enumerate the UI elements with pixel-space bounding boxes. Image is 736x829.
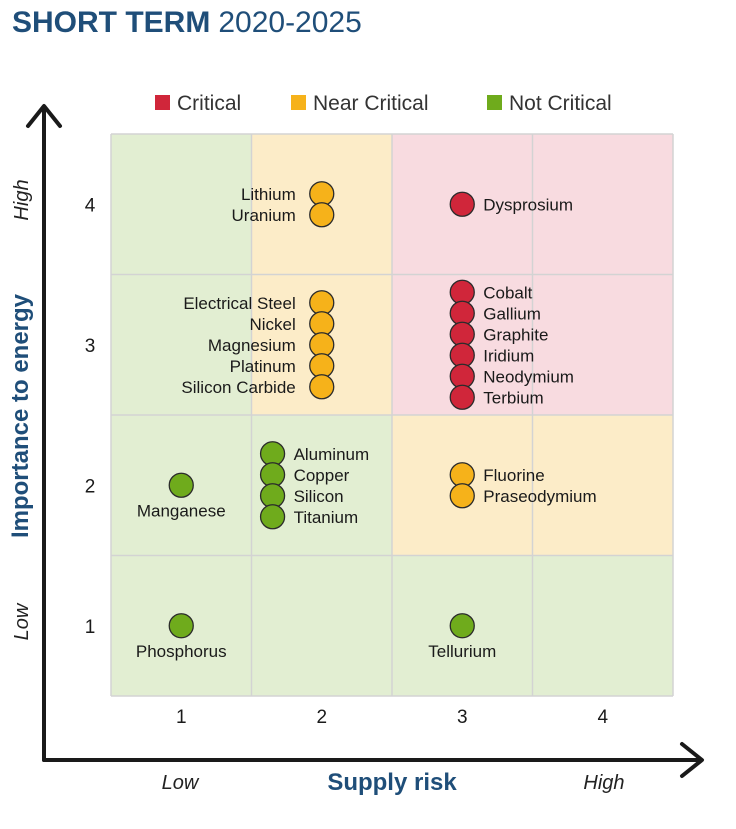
title-main: SHORT TERM [12, 6, 211, 39]
material-label: Platinum [230, 357, 296, 376]
y-axis-title: Importance to energy [7, 293, 34, 538]
material-label: Silicon [294, 487, 344, 506]
material-label: Electrical Steel [183, 294, 295, 313]
y-axis-low-label: Low [11, 602, 33, 640]
material-point [168, 613, 194, 639]
y-axis-arrow [26, 104, 62, 762]
material-label: Nickel [249, 315, 295, 334]
material-label: Praseodymium [483, 487, 596, 506]
legend-label: Not Critical [509, 92, 612, 115]
zone-cell [111, 134, 252, 275]
chart-title: SHORT TERM 2020-2025 [12, 5, 362, 41]
legend-label: Critical [177, 92, 241, 115]
y-axis-high-label: High [11, 179, 33, 220]
material-label: Phosphorus [136, 642, 227, 661]
material-label: Silicon Carbide [181, 378, 295, 397]
x-axis-arrow [42, 742, 704, 778]
data-points [168, 181, 475, 639]
tick-labels: 1 2 3 4 1 2 3 4 [85, 195, 609, 728]
title-period: 2020-2025 [218, 6, 362, 39]
material-label: Lithium [241, 185, 296, 204]
material-label: Terbium [483, 388, 543, 407]
y-tick-label: 1 [85, 617, 96, 638]
material-point [309, 202, 335, 228]
zone-cell [532, 274, 673, 415]
material-point [449, 613, 475, 639]
x-tick-label: 2 [316, 707, 327, 728]
point-labels: Lithium Uranium Dysprosium Electrical Steel… [136, 185, 597, 661]
material-label: Copper [294, 466, 350, 485]
material-label: Fluorine [483, 466, 544, 485]
legend: Critical Near Critical Not Critical [155, 92, 612, 115]
axes [26, 104, 704, 778]
material-label: Gallium [483, 304, 541, 323]
material-label: Tellurium [428, 642, 496, 661]
material-label: Titanium [294, 508, 359, 527]
material-label: Aluminum [294, 445, 370, 464]
zone-cell [532, 134, 673, 275]
x-tick-label: 3 [457, 707, 468, 728]
x-axis-title: Supply risk [327, 769, 457, 796]
x-tick-label: 1 [176, 707, 187, 728]
material-label: Dysprosium [483, 195, 573, 214]
material-point [168, 472, 194, 498]
material-label: Cobalt [483, 283, 532, 302]
x-tick-label: 4 [597, 707, 608, 728]
zone-cell [251, 555, 392, 696]
material-label: Magnesium [208, 336, 296, 355]
material-label: Manganese [137, 501, 226, 520]
legend-swatch [155, 95, 170, 110]
grid-lines [110, 133, 674, 697]
material-point [449, 384, 475, 410]
zone-cell [532, 555, 673, 696]
zone-cell [532, 415, 673, 556]
risk-zones [111, 134, 673, 696]
y-tick-label: 3 [85, 336, 96, 357]
material-point [309, 374, 335, 400]
legend-label: Near Critical [313, 92, 429, 115]
material-point [449, 483, 475, 509]
material-label: Uranium [232, 206, 296, 225]
legend-swatch [291, 95, 306, 110]
x-axis-low-label: Low [162, 772, 200, 794]
x-axis-high-label: High [583, 772, 624, 794]
material-label: Iridium [483, 346, 534, 365]
y-tick-label: 2 [85, 476, 96, 497]
material-point [449, 191, 475, 217]
legend-swatch [487, 95, 502, 110]
material-label: Graphite [483, 325, 548, 344]
material-label: Neodymium [483, 367, 574, 386]
material-point [259, 504, 286, 530]
y-tick-label: 4 [85, 195, 96, 216]
zone-cell [111, 274, 252, 415]
